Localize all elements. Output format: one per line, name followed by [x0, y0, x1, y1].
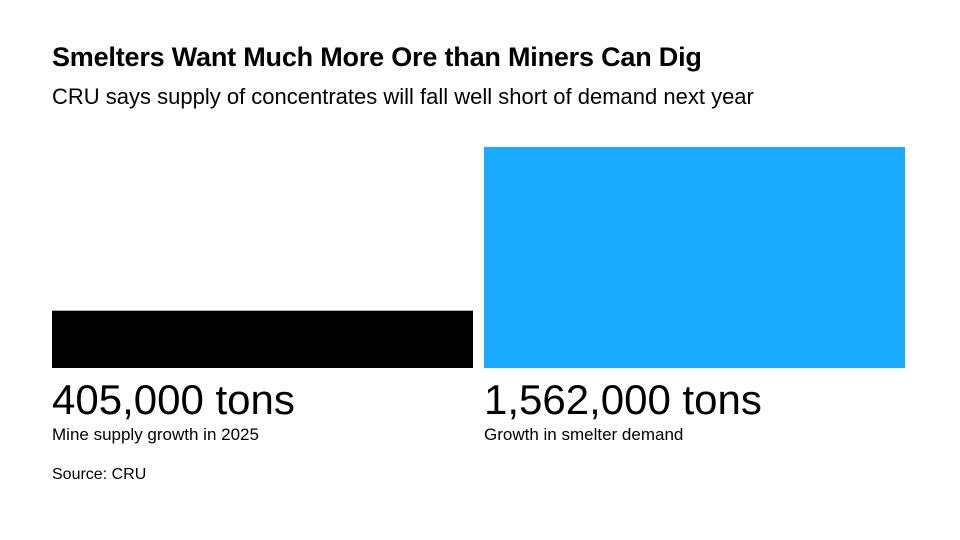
bar-mine-supply	[52, 310, 473, 368]
chart-title: Smelters Want Much More Ore than Miners …	[52, 42, 702, 72]
chart-subtitle: CRU says supply of concentrates will fal…	[52, 84, 754, 109]
value-label-smelter-demand: 1,562,000 tons	[484, 376, 762, 423]
bar-smelter-demand	[484, 147, 905, 368]
value-label-mine-supply: 405,000 tons	[52, 376, 295, 423]
category-label-mine-supply: Mine supply growth in 2025	[52, 425, 259, 444]
category-label-smelter-demand: Growth in smelter demand	[484, 425, 683, 444]
source-note: Source: CRU	[52, 466, 147, 483]
